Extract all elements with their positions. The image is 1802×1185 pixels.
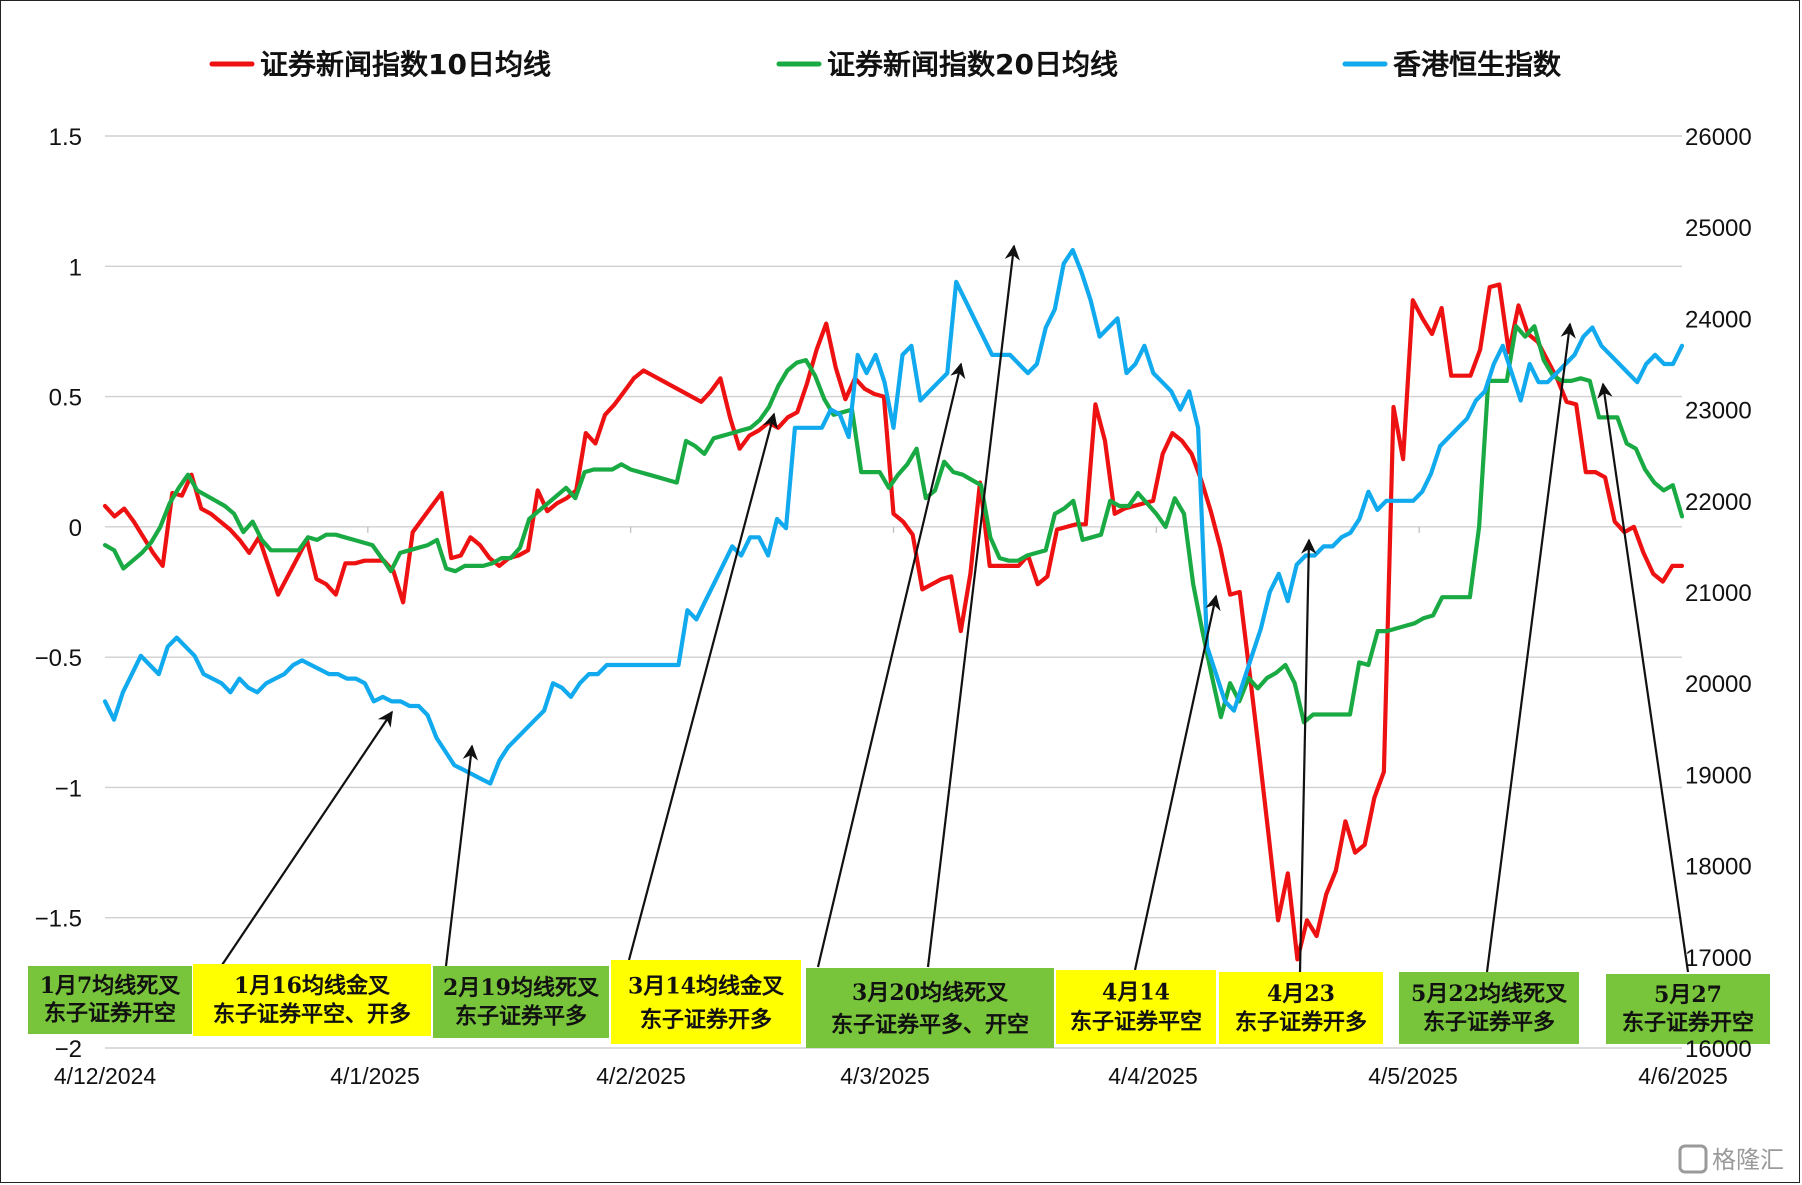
- annotation-background: [28, 966, 192, 1034]
- arrow-layer: [221, 244, 1690, 973]
- series-line: [102, 324, 1685, 725]
- right-tick-label: 18000: [1685, 854, 1752, 881]
- left-tick-label: 1.5: [49, 124, 82, 151]
- annotation-subtitle: 东子证券开多: [640, 1007, 772, 1033]
- right-tick-label: 26000: [1685, 124, 1752, 151]
- tick-layer: 1.5 1 0.5 0 −0.5 −1 −1.5 −2 26000 25000 24000 23000…: [35, 124, 1752, 1089]
- annotation-arrow: [444, 744, 479, 967]
- annotation-title: 4月14: [1102, 980, 1170, 1006]
- series-line: [102, 247, 1685, 786]
- annotation-title: 3月14均线金叉: [628, 974, 784, 1000]
- annotation-background: [1606, 974, 1770, 1044]
- legend-label: 证券新闻指数20日均线: [827, 48, 1118, 81]
- x-tick-label: 4/6/2025: [1638, 1063, 1728, 1089]
- annotation-background: [1056, 970, 1216, 1044]
- annotation-title: 1月7均线死叉: [40, 973, 181, 999]
- annotation-arrow: [816, 362, 966, 968]
- right-tick-label: 22000: [1685, 489, 1752, 516]
- right-tick-label: 17000: [1685, 945, 1752, 972]
- left-tick-label: 1: [69, 254, 82, 281]
- watermark: 格隆汇: [1678, 1144, 1784, 1174]
- legend: 证券新闻指数10日均线 证券新闻指数20日均线 香港恒生指数: [209, 48, 1562, 81]
- annotation-background: [193, 964, 431, 1036]
- annotation-arrow: [1485, 322, 1576, 973]
- left-tick-label: −2: [55, 1036, 82, 1063]
- right-tick-label: 19000: [1685, 762, 1752, 789]
- annotation-subtitle: 东子证券平多: [455, 1004, 587, 1030]
- x-tick-label: 4/5/2025: [1368, 1063, 1458, 1089]
- right-tick-label: 24000: [1685, 306, 1752, 333]
- left-tick-label: −1: [55, 775, 82, 802]
- annotation-background: [1399, 972, 1579, 1044]
- x-tick-label: 4/4/2025: [1108, 1063, 1198, 1089]
- annotation-background: [611, 960, 801, 1044]
- grid-layer: [105, 135, 1682, 1049]
- annotation-background: [433, 966, 609, 1038]
- legend-label: 香港恒生指数: [1393, 48, 1562, 81]
- annotation-subtitle: 东子证券开空: [44, 1000, 176, 1026]
- annotation-arrow: [1597, 382, 1690, 973]
- left-tick-label: −0.5: [35, 645, 82, 672]
- annotation-box: 4月23 东子证券开多: [1219, 972, 1383, 1044]
- right-tick-label: 20000: [1685, 671, 1752, 698]
- right-tick-label: 21000: [1685, 580, 1752, 607]
- annotation-title: 5月27: [1654, 982, 1722, 1008]
- annotation-subtitle: 东子证券平多: [1423, 1010, 1555, 1036]
- annotation-background: [806, 968, 1054, 1048]
- legend-label: 证券新闻指数10日均线: [260, 48, 551, 81]
- annotation-arrow: [1133, 594, 1221, 971]
- x-tick-label: 4/2/2025: [596, 1063, 686, 1089]
- annotation-title: 5月22均线死叉: [1411, 981, 1567, 1007]
- left-tick-label: 0: [69, 515, 82, 542]
- watermark-logo-icon: [1678, 1144, 1708, 1174]
- left-tick-label: −1.5: [35, 906, 82, 933]
- annotation-title: 2月19均线死叉: [443, 975, 599, 1001]
- annotation-arrow: [221, 710, 393, 966]
- right-tick-label: 23000: [1685, 398, 1752, 425]
- series-layer: [102, 247, 1685, 962]
- x-tick-label: 4/1/2025: [330, 1063, 420, 1089]
- annotation-box: 4月14 东子证券平空: [1056, 970, 1216, 1044]
- x-tick-label: 4/3/2025: [840, 1063, 930, 1089]
- annotation-subtitle: 东子证券平多、开空: [831, 1012, 1029, 1038]
- annotation-arrow: [926, 244, 1021, 968]
- annotation-arrow: [627, 412, 778, 961]
- series-line: [102, 282, 1685, 962]
- annotation-title: 4月23: [1267, 981, 1335, 1007]
- annotation-title: 1月16均线金叉: [234, 973, 390, 999]
- watermark-text: 格隆汇: [1712, 1146, 1784, 1174]
- right-tick-label: 16000: [1685, 1036, 1752, 1063]
- annotation-arrow: [1298, 538, 1317, 973]
- annotation-layer: 1月7均线死叉东子证券开空1月16均线金叉东子证券平空、开多2月19均线死叉东子…: [28, 960, 1770, 1048]
- left-tick-label: 0.5: [49, 385, 82, 412]
- annotation-subtitle: 东子证券平空、开多: [213, 1002, 411, 1028]
- annotation-subtitle: 东子证券开多: [1235, 1010, 1367, 1036]
- annotation-subtitle: 东子证券开空: [1622, 1010, 1754, 1036]
- annotation-background: [1219, 972, 1383, 1044]
- right-tick-label: 25000: [1685, 215, 1752, 242]
- annotation-subtitle: 东子证券平空: [1070, 1009, 1202, 1035]
- x-tick-label: 4/12/2024: [54, 1063, 157, 1089]
- annotation-title: 3月20均线死叉: [852, 980, 1008, 1006]
